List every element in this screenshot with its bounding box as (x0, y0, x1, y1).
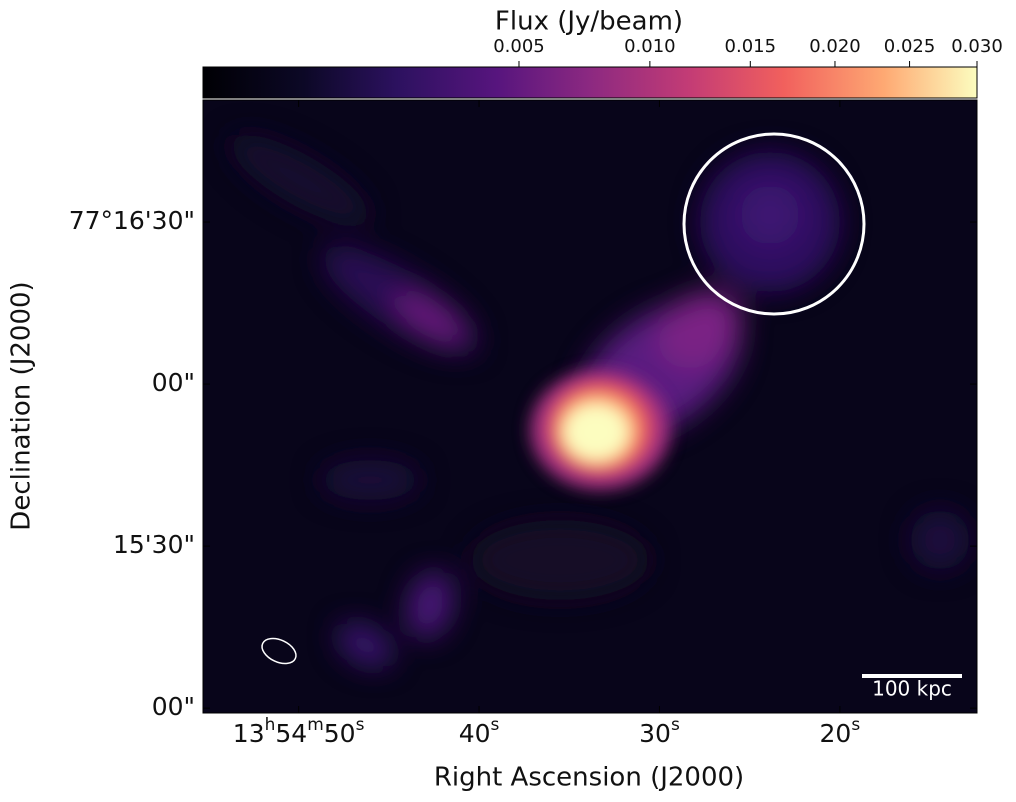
colorbar-tick-label: 0.030 (951, 36, 1003, 57)
x-tick-label: 20s (820, 715, 861, 748)
colorbar-label: Flux (Jy/beam) (495, 7, 683, 37)
x-axis-label: Right Ascension (J2000) (434, 763, 744, 793)
colorbar-tick-label: 0.015 (725, 36, 777, 57)
y-axis-label: Declination (J2000) (7, 281, 37, 530)
colorbar-tick-label: 0.025 (884, 36, 936, 57)
colorbar (202, 66, 978, 99)
scale-bar-label: 100 kpc (872, 677, 952, 701)
y-tick-label: 00" (152, 368, 195, 397)
region-circle (682, 132, 866, 316)
x-tick-label: 40s (459, 715, 500, 748)
y-tick-label: 15'30" (113, 530, 195, 559)
colorbar-tick-label: 0.010 (624, 36, 676, 57)
colorbar-tick-label: 0.005 (493, 36, 545, 57)
radio-map (203, 100, 977, 713)
x-tick-label: 30s (639, 715, 680, 748)
beam (261, 637, 297, 665)
colorbar-tick-label: 0.020 (809, 36, 861, 57)
y-tick-label: 77°16'30" (69, 206, 195, 235)
axes-frame (202, 99, 978, 714)
x-tick-label: 13h54m50s (233, 715, 365, 748)
y-tick-label: 00" (152, 692, 195, 721)
